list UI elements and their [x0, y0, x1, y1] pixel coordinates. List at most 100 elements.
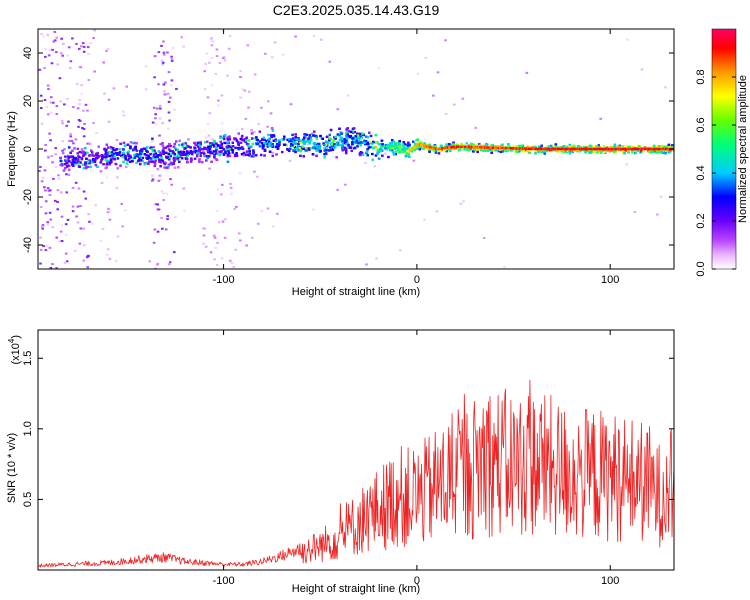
spectrogram-cell	[167, 100, 171, 103]
spectrogram-cell	[40, 226, 44, 229]
spectrogram-cell	[182, 45, 185, 48]
spectrogram-cell	[203, 88, 207, 91]
spectrogram-cell	[39, 205, 43, 208]
spectrogram-cell	[267, 143, 271, 146]
spectrogram-cell	[156, 203, 160, 206]
spectrogram-cell	[191, 150, 195, 153]
spectrogram-cell	[272, 135, 276, 138]
spectrogram-cell	[162, 152, 165, 156]
spectrogram-cell	[302, 147, 306, 150]
spectrogram-cell	[360, 136, 363, 139]
spectrogram-cell	[336, 133, 340, 136]
spectrogram-cell	[384, 152, 387, 155]
spectrogram-cell	[372, 146, 375, 149]
spectrogram-cell	[63, 148, 66, 151]
spectrogram-cell	[212, 234, 216, 237]
spectrogram-cell	[317, 144, 321, 147]
spectrogram-cell	[169, 152, 173, 155]
spectrogram-cell	[226, 147, 229, 150]
spectrogram-cell	[119, 142, 122, 145]
spectrogram-cell	[333, 146, 336, 150]
spectrogram-cell	[358, 132, 362, 135]
spectrogram-cell	[198, 143, 201, 146]
spectrogram-cell	[238, 239, 242, 242]
spectrogram-cell	[288, 159, 292, 162]
spectrogram-cell	[244, 117, 248, 120]
spectrogram-cell	[41, 224, 45, 227]
spectrogram-cell	[235, 139, 239, 142]
spectrogram-cell	[255, 154, 258, 157]
spectrogram-cell	[228, 154, 232, 158]
spectrogram-cell	[462, 200, 465, 203]
spectrogram-cell	[290, 143, 293, 146]
spectrogram-cell	[124, 209, 127, 212]
spectrogram-cell	[42, 245, 45, 248]
spectrogram-cell	[147, 162, 150, 165]
spectrogram-cell	[359, 144, 362, 147]
spectrogram-cell	[226, 136, 229, 140]
spectrogram-cell	[207, 145, 210, 148]
spectrogram-cell	[158, 160, 161, 163]
spectrogram-cell	[142, 147, 146, 150]
spectrogram-cell	[156, 155, 159, 159]
spectrogram-cell	[81, 127, 84, 130]
spectrogram-cell	[407, 146, 411, 149]
spectrogram-cell	[166, 127, 170, 130]
spectrogram-cell	[660, 150, 663, 153]
spectrogram-cell	[118, 153, 121, 156]
spectrogram-cell	[247, 90, 251, 93]
spectrogram-cell	[162, 83, 166, 86]
spectrogram-cell	[173, 142, 176, 146]
spectrogram-cell	[647, 150, 651, 153]
spectrogram-cell	[501, 150, 505, 153]
spectrogram-cell	[390, 147, 394, 150]
spectrogram-cell	[275, 153, 278, 156]
spectrogram-cell	[223, 236, 227, 239]
spectrogram-cell	[157, 83, 160, 86]
spectrogram-cell	[240, 153, 244, 156]
spectrogram-cell	[169, 155, 173, 158]
spectrogram-cell	[578, 150, 581, 153]
spectrogram-cell	[369, 142, 373, 145]
spectrogram-cell	[204, 245, 208, 248]
spectrogram-cell	[311, 208, 315, 211]
spectrogram-cell	[154, 122, 157, 125]
spectrogram-cell	[238, 172, 242, 175]
spectrogram-cell	[214, 246, 217, 249]
spectrogram-cell	[106, 47, 110, 50]
spectrogram-cell	[151, 137, 154, 140]
spectrogram-cell	[161, 192, 165, 195]
spectrogram-cell	[220, 122, 224, 125]
spectrogram-cell	[364, 143, 367, 146]
spectrogram-cell	[452, 141, 455, 144]
spectrogram-cell	[39, 106, 43, 109]
spectrogram-cell	[479, 147, 482, 150]
spectrogram-cell	[185, 144, 189, 148]
spectrogram-cell	[176, 158, 179, 161]
spectrogram-cell	[99, 239, 103, 242]
spectrogram-cell	[345, 150, 348, 153]
spectrogram-cell	[60, 240, 64, 243]
spectrogram-cell	[175, 87, 178, 90]
spectrogram-cell	[428, 143, 431, 146]
spectrogram-cell	[44, 144, 47, 147]
spectrogram-cell	[388, 145, 391, 149]
spectrogram-cell	[375, 257, 378, 260]
spectrogram-cell	[432, 94, 435, 97]
spectrogram-cell	[49, 139, 52, 142]
spectrogram-cell	[640, 68, 644, 71]
spectrogram-cell	[60, 120, 64, 123]
spectrogram-cell	[346, 134, 349, 138]
spectrogram-cell	[100, 159, 103, 162]
spectrogram-cell	[650, 146, 654, 149]
spectrogram-cell	[204, 62, 207, 65]
spectrogram-cell	[135, 149, 139, 152]
spectrogram-cell	[156, 230, 160, 233]
spectrogram-cell	[302, 138, 305, 141]
spectrogram-cell	[571, 150, 574, 153]
spectrogram-cell	[376, 150, 380, 153]
spectrogram-cell	[123, 144, 127, 147]
spectrogram-cell	[165, 192, 169, 195]
spectrogram-cell	[461, 97, 465, 100]
spectrogram-cell	[229, 186, 233, 189]
